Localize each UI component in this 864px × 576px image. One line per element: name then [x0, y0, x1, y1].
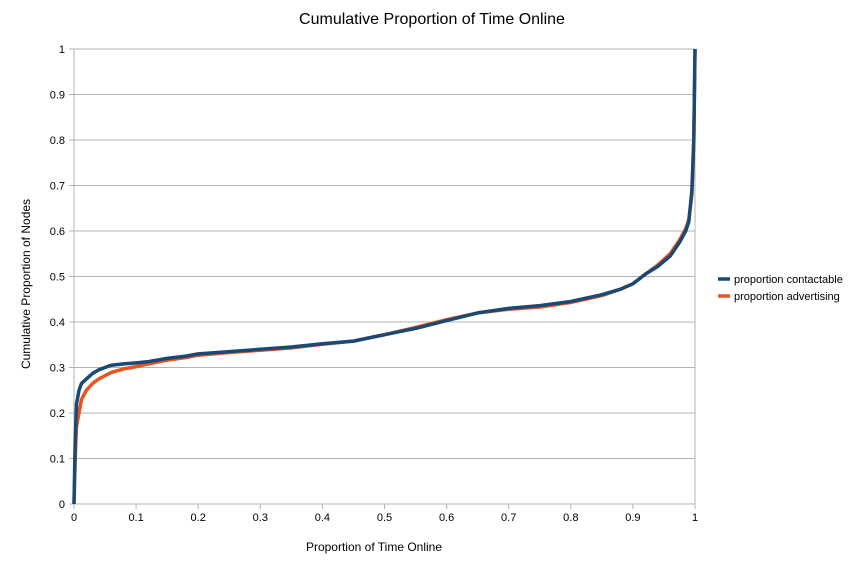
x-tick-label: 0	[71, 512, 77, 524]
x-tick-label: 0.5	[377, 512, 392, 524]
x-tick-label: 0.8	[563, 512, 578, 524]
series-line-proportion-contactable	[72, 48, 697, 505]
x-tick-label: 0.2	[191, 512, 206, 524]
y-tick-label: 1	[59, 44, 65, 56]
legend: proportion contactable proportion adverti…	[718, 274, 843, 303]
x-tick-label: 0.6	[439, 512, 454, 524]
y-tick-label: 0.8	[50, 135, 65, 147]
y-tick-label: 0.3	[50, 363, 65, 375]
chart-title: Cumulative Proportion of Time Online	[299, 11, 565, 28]
x-tick-label: 0.9	[625, 512, 640, 524]
y-tick-label: 0.2	[50, 408, 65, 420]
x-tick-label: 0.4	[315, 512, 330, 524]
y-tick-label: 0.1	[50, 454, 65, 466]
legend-label-proportion-contactable: proportion contactable	[734, 274, 843, 286]
x-tick-label: 0.7	[501, 512, 516, 524]
x-tick-labels: 0 0.1 0.2 0.3 0.4 0.5 0.6 0.7 0.8 0.9 1	[71, 512, 698, 524]
y-tick-label: 0.4	[50, 317, 65, 329]
x-axis-label: Proportion of Time Online	[306, 540, 442, 554]
x-tick-label: 1	[692, 512, 698, 524]
y-tick-label: 0.5	[50, 272, 65, 284]
series-lines	[72, 48, 697, 505]
axes	[69, 48, 696, 509]
y-tick-label: 0.7	[50, 181, 65, 193]
y-tick-labels: 0 0.1 0.2 0.3 0.4 0.5 0.6 0.7 0.8 0.9 1	[50, 44, 65, 511]
legend-label-proportion-advertising: proportion advertising	[734, 291, 840, 303]
y-axis-label: Cumulative Proportion of Nodes	[19, 199, 33, 369]
y-tick-label: 0	[59, 499, 65, 511]
x-tick-label: 0.3	[253, 512, 268, 524]
y-tick-label: 0.6	[50, 226, 65, 238]
gridlines	[74, 48, 695, 459]
x-tick-label: 0.1	[128, 512, 143, 524]
y-tick-label: 0.9	[50, 90, 65, 102]
